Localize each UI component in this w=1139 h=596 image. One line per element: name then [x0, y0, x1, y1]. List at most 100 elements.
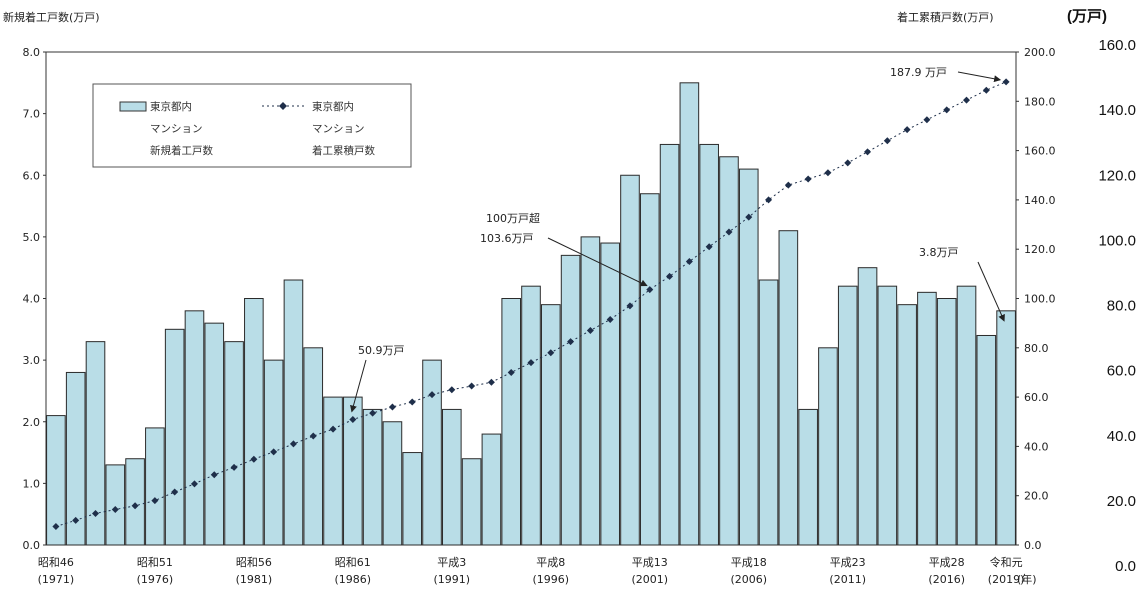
right-tick-label: 120.0	[1024, 243, 1056, 256]
line-point	[72, 516, 80, 524]
right-tick-label: 200.0	[1024, 46, 1056, 59]
x-tick-era: 昭和56	[236, 556, 272, 569]
bar	[580, 236, 601, 546]
bar	[145, 427, 165, 546]
right-tick-label: 160.0	[1024, 145, 1056, 158]
line-point	[982, 86, 990, 94]
annotation-103-6-label-2: 103.6万戸	[480, 232, 534, 245]
line-point	[428, 391, 436, 399]
bar	[540, 304, 561, 546]
line-point	[864, 148, 872, 156]
line-point	[804, 175, 812, 183]
bar	[659, 143, 680, 546]
bar	[738, 168, 759, 546]
left-axis-ticks: 0.0 1.0 2.0 3.0 4.0 5.0 6.0 7.0 8.0	[23, 46, 46, 552]
right-tick-label: 140.0	[1024, 194, 1056, 207]
bar	[798, 408, 818, 546]
right-axis-title: 着工累積戸数(万戸)	[897, 10, 994, 24]
annotation-3-8: 3.8万戸	[919, 246, 1005, 322]
x-tick-year: (1981)	[236, 573, 273, 586]
left-axis-title: 新規着工戸数(万戸)	[3, 10, 100, 24]
annotation-50-9-label: 50.9万戸	[358, 344, 405, 357]
x-axis-unit: (年)	[1017, 572, 1037, 586]
left-tick-label: 1.0	[23, 477, 41, 490]
bar	[362, 408, 383, 546]
line-point	[943, 106, 951, 114]
bar	[857, 267, 878, 546]
x-tick-era: 昭和46	[38, 556, 74, 569]
bar	[224, 341, 244, 546]
bar	[818, 347, 838, 546]
legend-line-line-3: 着工累積戸数	[312, 144, 375, 157]
x-tick-year: (2006)	[731, 573, 768, 586]
legend: 東京都内 マンション 新規着工戸数 東京都内 マンション 着工累積戸数	[92, 83, 412, 168]
bar	[481, 433, 502, 546]
x-tick-year: (2001)	[632, 573, 669, 586]
line-point	[210, 471, 218, 479]
bar	[422, 359, 442, 546]
line-point	[685, 258, 693, 266]
x-tick-era: 平成8	[536, 556, 565, 569]
annotation-3-8-arrow	[977, 261, 1005, 322]
line-point	[844, 159, 852, 167]
bar	[956, 285, 977, 546]
outer-tick-label: 140.0	[1098, 102, 1136, 119]
line-point	[329, 425, 337, 433]
annotation-187-9-arrow	[957, 71, 1002, 83]
line-point	[705, 243, 713, 251]
line-point	[448, 386, 456, 394]
x-tick-era: 平成23	[830, 556, 866, 569]
left-tick-label: 8.0	[23, 46, 41, 59]
line-point	[388, 403, 396, 411]
bar	[897, 304, 917, 546]
bar	[917, 291, 937, 546]
bar	[105, 464, 126, 546]
right-tick-label: 100.0	[1024, 293, 1056, 306]
bar	[719, 156, 739, 546]
bar	[620, 174, 640, 546]
line-point	[883, 137, 891, 145]
line-point	[567, 338, 575, 346]
x-tick-year: (2016)	[928, 573, 965, 586]
left-tick-label: 2.0	[23, 416, 41, 429]
bar	[65, 371, 86, 546]
line-point	[151, 497, 159, 505]
x-tick-era: 昭和61	[335, 556, 371, 569]
right-axis-ticks: 0.0 20.0 40.0 60.0 80.0 100.0 120.0 140.0 160.0 1…	[1016, 46, 1056, 552]
bar	[778, 230, 799, 546]
line-point	[171, 488, 179, 496]
x-tick-era: 昭和51	[137, 556, 173, 569]
legend-bar-line-3: 新規着工戸数	[150, 144, 213, 157]
bar	[343, 396, 363, 546]
bar-series	[46, 82, 1016, 546]
line-point	[824, 169, 832, 177]
outer-tick-label: 60.0	[1107, 363, 1136, 380]
right-tick-label: 40.0	[1024, 440, 1049, 453]
line-point	[784, 181, 792, 189]
line-point	[646, 286, 654, 294]
bar	[877, 285, 898, 546]
line-point	[230, 463, 238, 471]
line-point	[586, 327, 594, 335]
bar	[837, 285, 858, 546]
legend-line-line-1: 東京都内	[312, 100, 354, 113]
annotation-103-6-arrow	[547, 237, 648, 287]
line-point	[547, 349, 555, 357]
outer-tick-label: 40.0	[1107, 428, 1136, 445]
right-tick-label: 0.0	[1024, 539, 1042, 552]
bar	[244, 298, 264, 546]
right-tick-label: 80.0	[1024, 342, 1049, 355]
line-point	[507, 368, 515, 376]
bar	[303, 347, 324, 546]
left-tick-label: 7.0	[23, 108, 41, 121]
line-point	[309, 432, 317, 440]
annotation-187-9: 187.9 万戸	[890, 66, 1002, 83]
line-point	[527, 359, 535, 367]
bar	[560, 254, 581, 546]
line-point	[349, 416, 357, 424]
legend-line-marker	[279, 102, 287, 110]
bar	[600, 242, 620, 546]
line-point	[111, 506, 119, 514]
x-tick-year: (1971)	[38, 573, 75, 586]
annotation-50-9: 50.9万戸	[350, 344, 405, 413]
